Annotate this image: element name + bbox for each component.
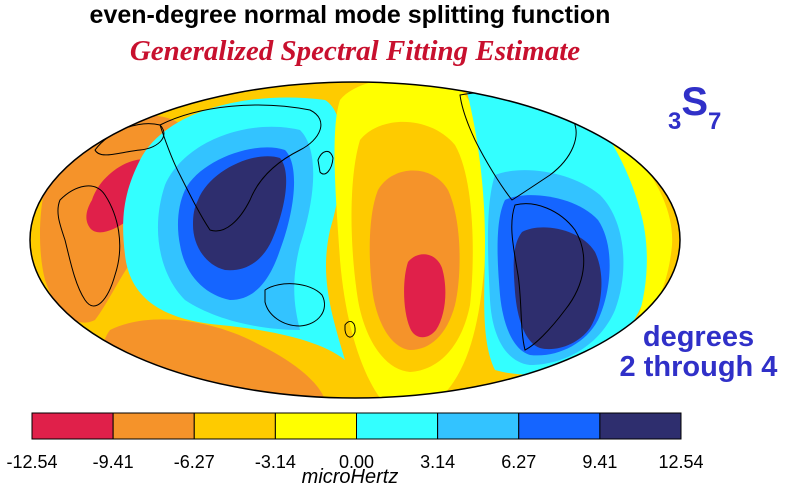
- colorbar-swatch-5: [437, 412, 520, 440]
- figure-subtitle: Generalized Spectral Fitting Estimate: [129, 35, 581, 67]
- figure-title: even-degree normal mode splitting functi…: [89, 1, 611, 29]
- colorbar-tick-label: 0.00: [338, 452, 375, 472]
- colorbar-swatch-0: [31, 412, 114, 440]
- coast-australia: [264, 283, 325, 327]
- colorbar-tick-label: -12.54: [6, 452, 58, 472]
- coast-south-america: [511, 203, 585, 351]
- colorbar-swatch-3: [274, 412, 357, 440]
- colorbar-swatch-7: [599, 412, 682, 440]
- coast-japan: [317, 151, 334, 175]
- mode-degree: 7: [708, 108, 722, 135]
- coast-africa: [57, 185, 121, 307]
- mode-letter: S: [681, 80, 709, 124]
- colorbar-swatch-2: [193, 412, 276, 440]
- degrees-line-1: degrees: [642, 321, 755, 353]
- colorbar-swatch-4: [356, 412, 439, 440]
- coast-newzealand: [344, 321, 356, 338]
- colorbar-swatch-1: [112, 412, 195, 440]
- region-navy-east: [513, 227, 602, 350]
- colorbar-tick-label: 3.14: [420, 452, 456, 472]
- colorbar-tick-label: -9.41: [92, 452, 134, 472]
- colorbar-tick-label: -3.14: [254, 452, 296, 472]
- colorbar-tick-label: 9.41: [582, 452, 618, 472]
- colorbar-tick-label: -6.27: [173, 452, 215, 472]
- coast-asia: [159, 104, 322, 232]
- colorbar-swatch-6: [518, 412, 601, 440]
- mode-overtone: 3: [668, 108, 682, 135]
- region-yellow-east: [600, 125, 673, 340]
- colorbar-tick-label: 6.27: [501, 452, 537, 472]
- globe-outline: [29, 81, 681, 399]
- colorbar-tick-label: 12.54: [658, 452, 704, 472]
- region-navy-west: [193, 156, 287, 271]
- region-red-central: [404, 254, 446, 338]
- mode-label: 3S7: [668, 80, 721, 135]
- degrees-line-2: 2 through 4: [619, 351, 778, 383]
- degrees-label: degrees 2 through 4: [606, 322, 791, 382]
- colorbar-unit: microHertz: [301, 466, 399, 488]
